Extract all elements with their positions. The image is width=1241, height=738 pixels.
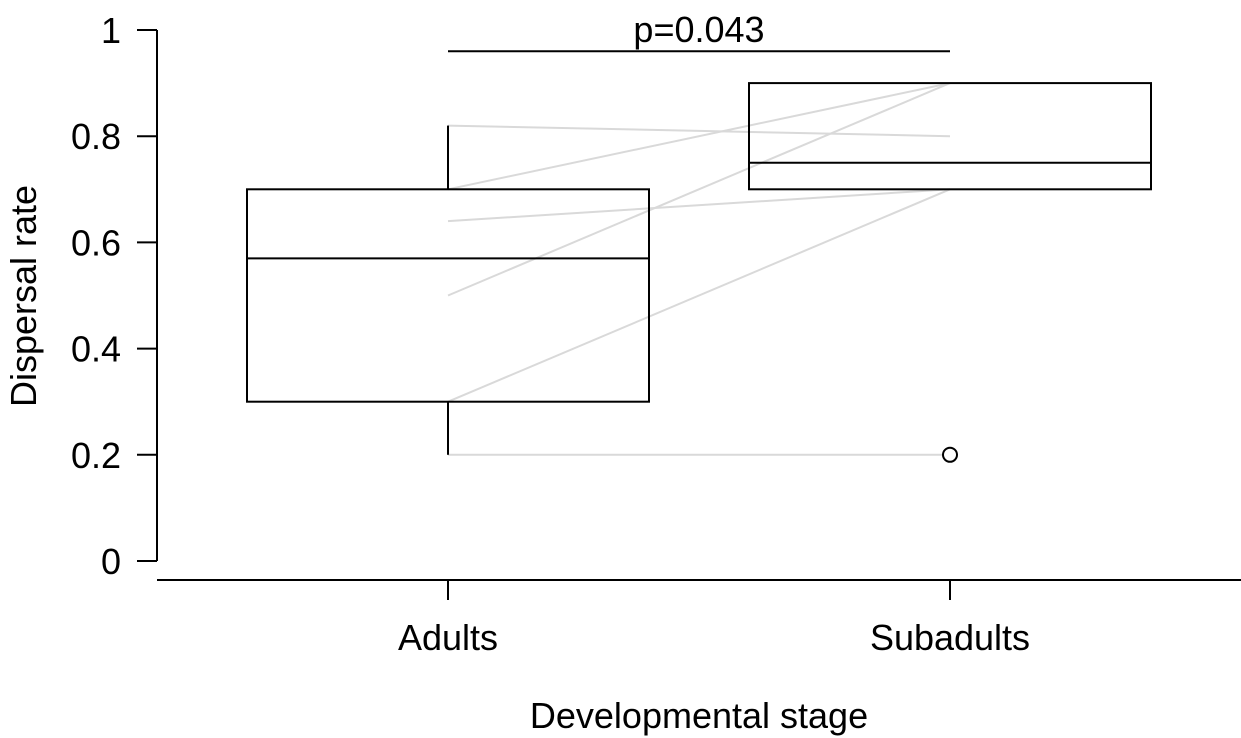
x-tick-label: Subadults — [870, 617, 1030, 658]
outlier-point — [942, 446, 958, 463]
p-value-label: p=0.043 — [633, 9, 764, 50]
significance-annotation: p=0.043 — [448, 9, 950, 53]
y-tick-label: 0.4 — [71, 329, 121, 370]
x-axis: Adults Subadults — [157, 579, 1241, 658]
y-tick-label: 1 — [101, 10, 121, 51]
y-tick-label: 0.2 — [71, 435, 121, 476]
y-tick-label: 0.6 — [71, 222, 121, 263]
y-axis-label: Dispersal rate — [3, 185, 44, 407]
y-tick-label: 0.8 — [71, 116, 121, 157]
paired-line — [447, 82, 951, 191]
box-subadults — [748, 82, 1152, 463]
paired-line — [447, 188, 951, 403]
boxes-group — [246, 82, 1152, 463]
paired-line — [447, 124, 951, 138]
paired-lines-group — [447, 82, 951, 456]
box-body — [748, 82, 1152, 191]
box-adults — [246, 125, 650, 455]
y-axis: 0 0.2 0.4 0.6 0.8 1 — [71, 10, 158, 582]
x-axis-label: Developmental stage — [530, 695, 868, 736]
y-tick-label: 0 — [101, 541, 121, 582]
paired-line — [447, 188, 951, 223]
x-tick-label: Adults — [398, 617, 498, 658]
paired-line — [447, 82, 951, 297]
